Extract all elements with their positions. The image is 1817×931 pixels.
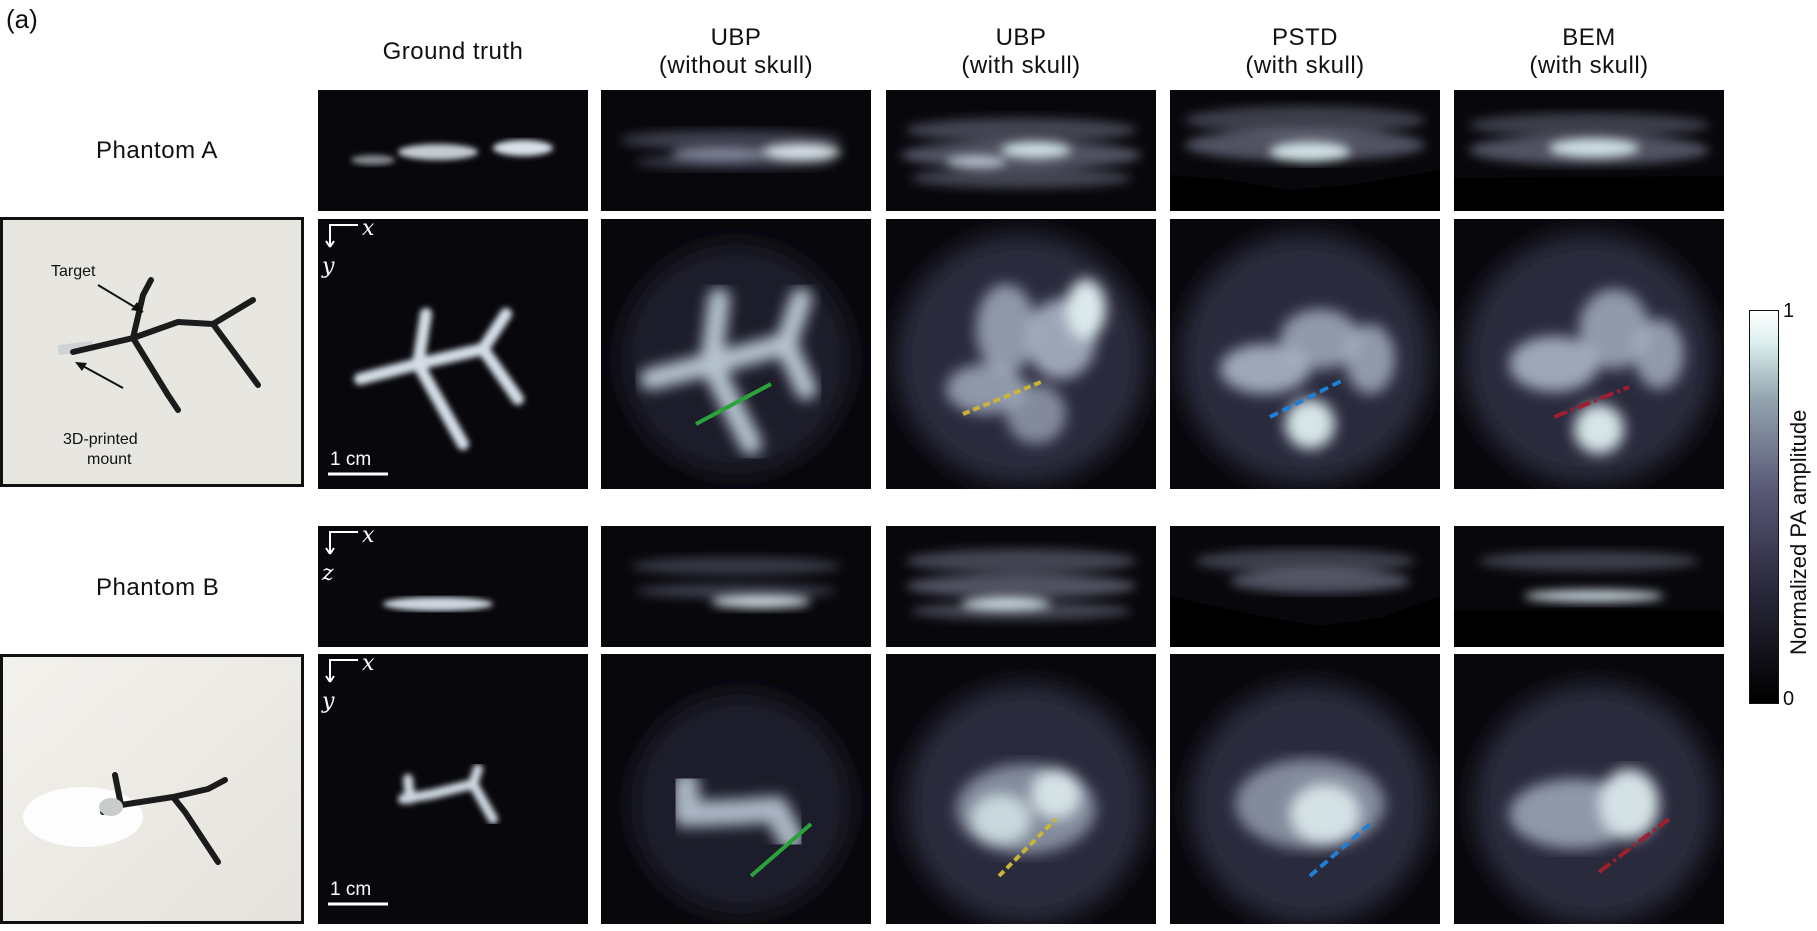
svg-text:x: x <box>362 219 375 241</box>
phantom-a-xy-ground-truth: x y 1 cm <box>318 219 588 489</box>
phantom-a-xy-ubp-with-skull <box>886 219 1156 489</box>
profile-line-ubp-without-skull-a <box>695 382 772 426</box>
profile-line-bem-b <box>1597 817 1671 874</box>
svg-text:1 cm: 1 cm <box>330 879 371 900</box>
phantom-a-xz-ground-truth <box>318 90 588 211</box>
phantom-a-xy-bem <box>1454 219 1724 489</box>
phantom-b-xz-pstd <box>1170 526 1440 647</box>
profile-line-ubp-with-skull-a <box>962 380 1042 416</box>
phantom-b-xy-pstd <box>1170 654 1440 924</box>
column-title-bem: BEM (with skull) <box>1529 24 1649 79</box>
column-title-ubp-with-skull: UBP (with skull) <box>961 24 1081 79</box>
phantom-b-xy-ubp-with-skull <box>886 654 1156 924</box>
phantom-a-photo: Target 3D-printed mount <box>0 217 304 487</box>
row-title-phantom-a: Phantom A <box>96 137 218 164</box>
label-target: Target <box>51 263 96 280</box>
phantom-b-xy-bem <box>1454 654 1724 924</box>
phantom-b-xy-ubp-without-skull <box>601 654 871 924</box>
colorbar-max-label: 1 <box>1783 300 1795 322</box>
column-title-pstd: PSTD (with skull) <box>1245 24 1365 79</box>
phantom-b-xz-ground-truth: x z <box>318 526 588 647</box>
profile-line-bem-a <box>1553 385 1630 419</box>
phantom-a-xz-bem <box>1454 90 1724 211</box>
panel-label: (a) <box>6 4 38 34</box>
phantom-a-xz-pstd <box>1170 90 1440 211</box>
svg-text:1 cm: 1 cm <box>330 449 371 470</box>
label-mount-line2: mount <box>87 451 132 468</box>
profile-line-pstd-a <box>1269 377 1346 419</box>
phantom-a-xz-ubp-with-skull <box>886 90 1156 211</box>
profile-line-ubp-without-skull-b <box>749 822 813 878</box>
label-mount-line1: 3D-printed <box>63 431 138 448</box>
profile-line-ubp-with-skull-b <box>997 817 1058 878</box>
column-title-ground-truth: Ground truth <box>382 38 524 65</box>
svg-text:y: y <box>321 689 335 714</box>
colorbar-min-label: 0 <box>1783 688 1795 710</box>
colorbar <box>1749 310 1779 704</box>
phantom-a-xy-ubp-without-skull <box>601 219 871 489</box>
phantom-b-xz-ubp-with-skull <box>886 526 1156 647</box>
phantom-b-xy-ground-truth: x y 1 cm <box>318 654 588 924</box>
svg-text:x: x <box>362 654 375 676</box>
phantom-b-xz-ubp-without-skull <box>601 526 871 647</box>
column-title-ubp-without-skull: UBP (without skull) <box>658 24 814 79</box>
colorbar-label: Normalized PA amplitude <box>1786 409 1811 655</box>
svg-text:y: y <box>321 254 335 279</box>
phantom-b-xz-bem <box>1454 526 1724 647</box>
svg-text:z: z <box>321 561 334 586</box>
svg-text:x: x <box>362 526 375 548</box>
phantom-a-xy-pstd <box>1170 219 1440 489</box>
phantom-a-xz-ubp-without-skull <box>601 90 871 211</box>
phantom-b-photo <box>0 654 304 924</box>
row-title-phantom-b: Phantom B <box>96 574 220 601</box>
